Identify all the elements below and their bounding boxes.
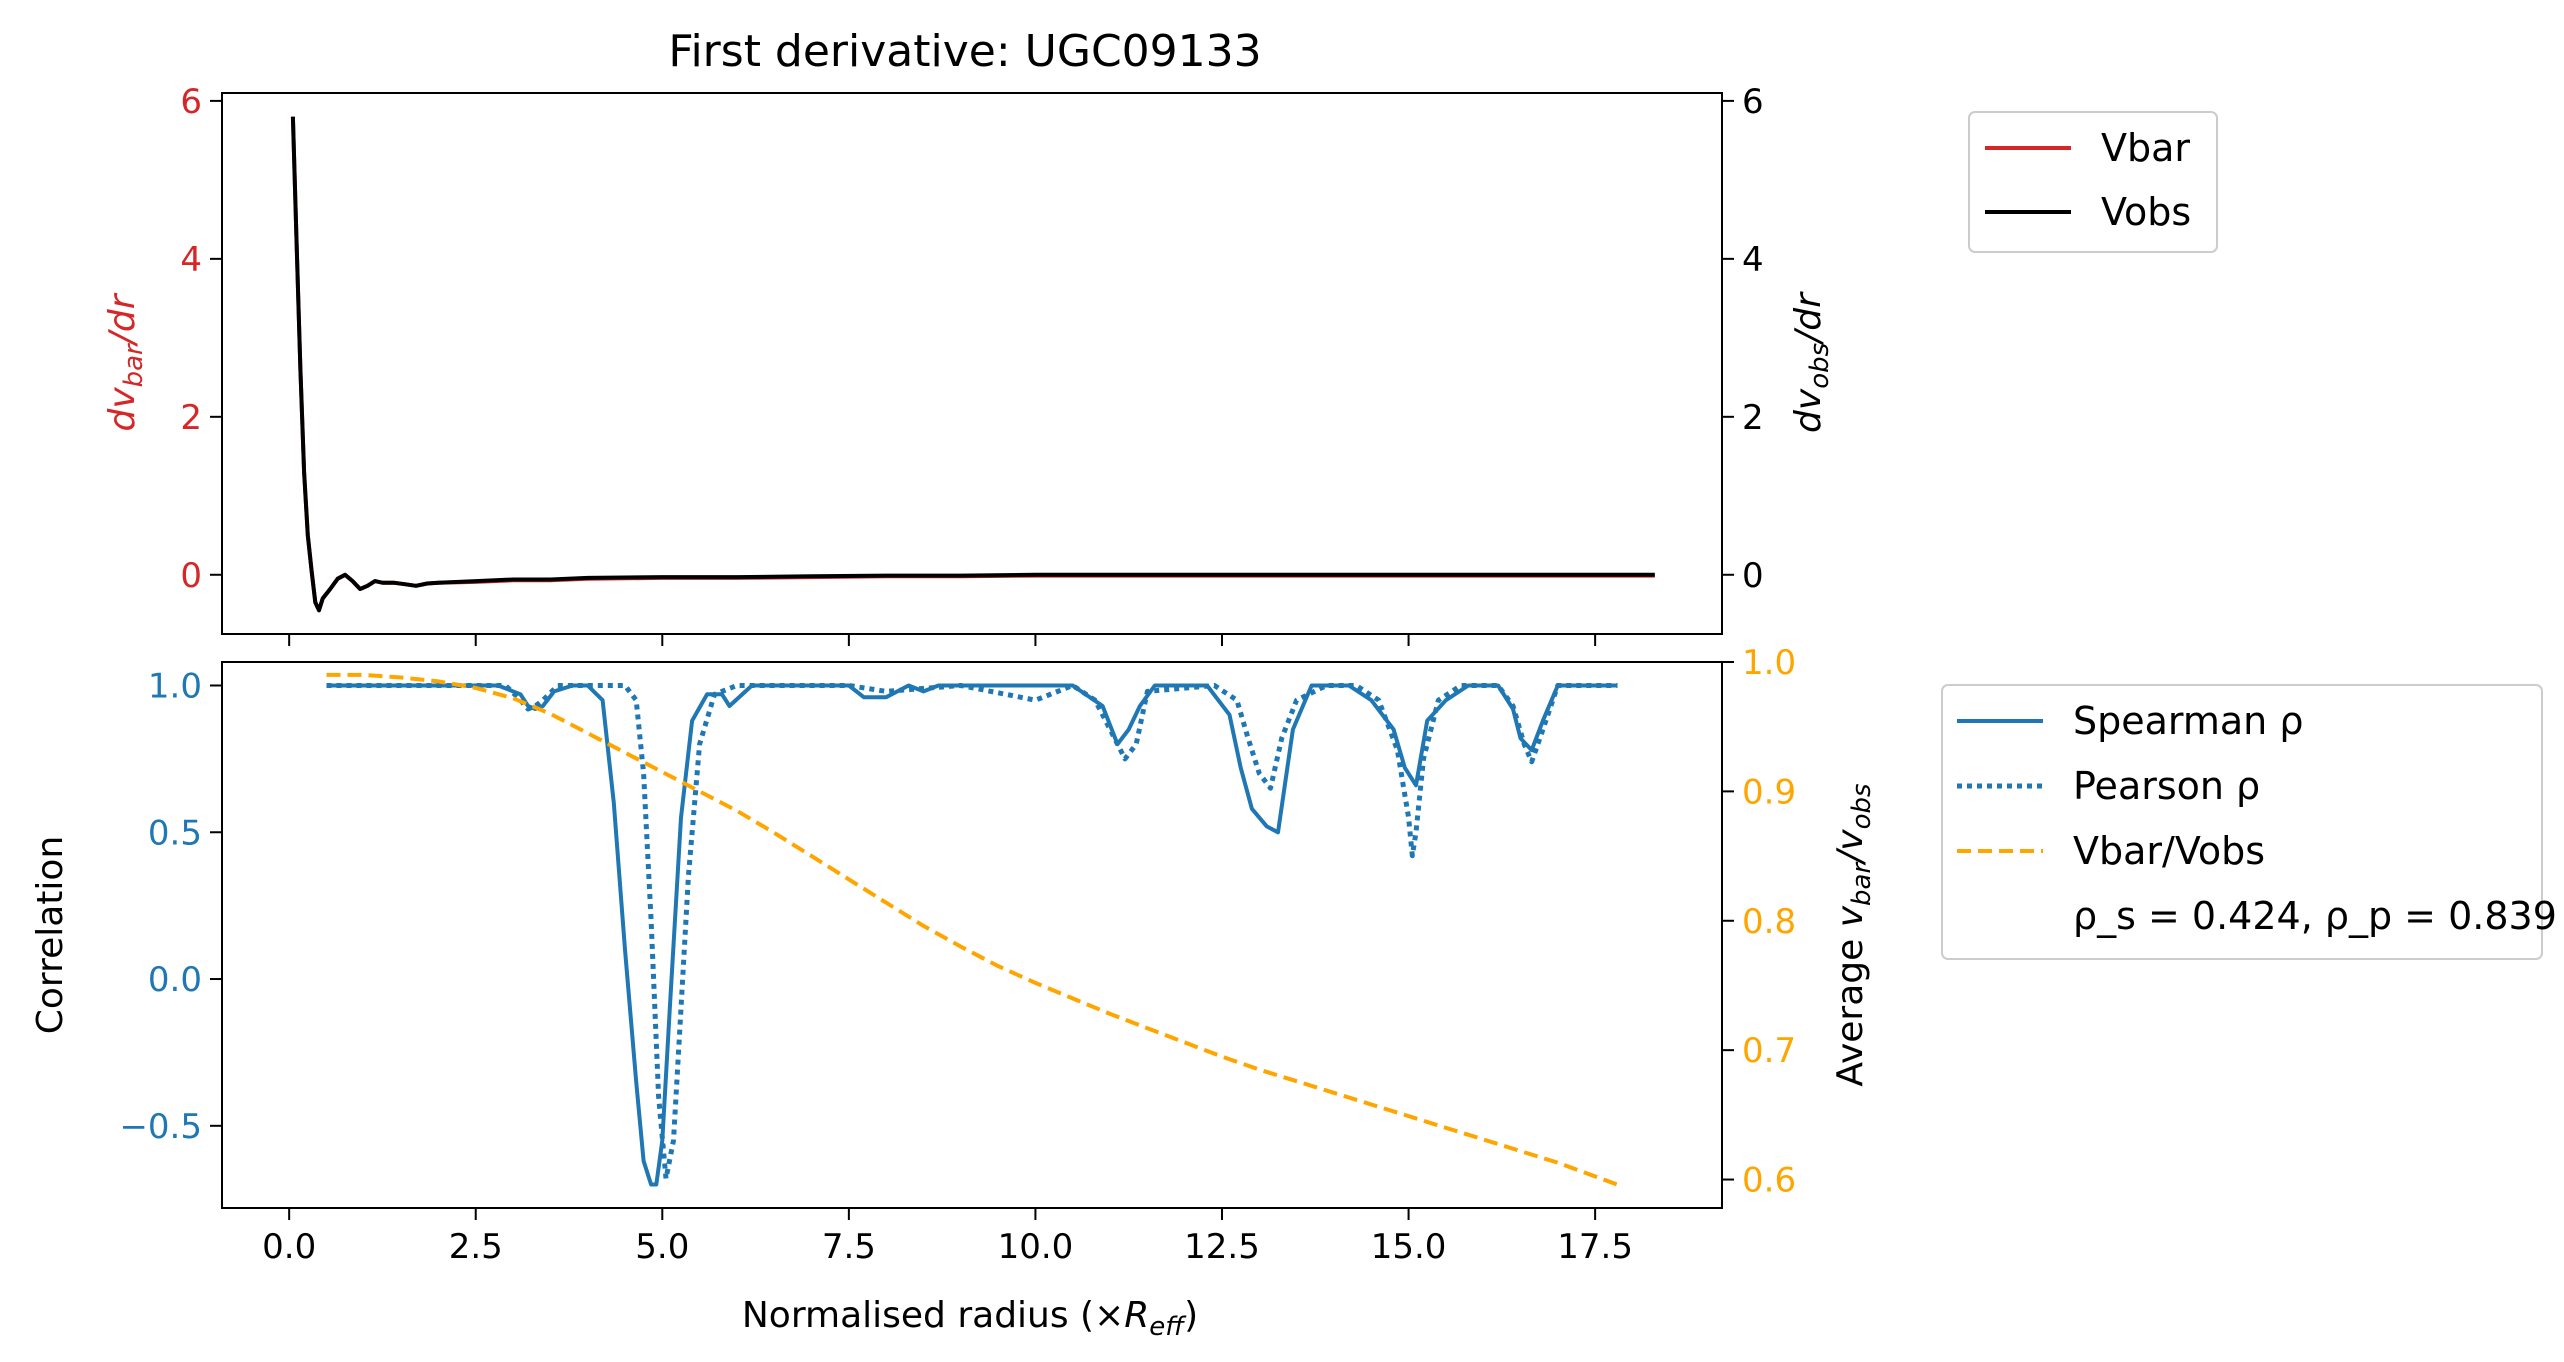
chart-title: First derivative: UGC09133 — [668, 26, 1261, 77]
bottom-legend: Spearman ρ Pearson ρ Vbar/Vobs ρ_s = 0.4… — [1941, 684, 2557, 960]
bottom-x-tick-label-5: 12.5 — [1184, 1227, 1260, 1267]
bottom-x-tick-label-0: 0.0 — [262, 1227, 316, 1267]
bottom-x-tick-label-6: 15.0 — [1371, 1227, 1447, 1267]
series-vbar-line — [290, 116, 1655, 613]
bottom-x-tick-label-7: 17.5 — [1557, 1227, 1633, 1267]
top-left-ylabel: dvbar/dr — [102, 292, 149, 431]
legend-spearman-label: Spearman ρ — [2073, 699, 2303, 743]
top-legend: Vbar Vobs — [1968, 111, 2218, 253]
bottom-plot-frame — [221, 661, 1723, 1209]
series-spearman-line — [326, 683, 1618, 1187]
bottom-right-tick-label-2: 0.8 — [1742, 902, 1796, 942]
bottom-right-tick-label-0: 0.6 — [1742, 1161, 1796, 1201]
top-x-axis — [288, 634, 1597, 646]
series-pearson-line — [326, 683, 1618, 1182]
top-plot-frame — [221, 92, 1723, 635]
bottom-left-tick-label-2: 0.5 — [148, 813, 202, 853]
bottom-xlabel: Normalised radius (×Reff) — [742, 1295, 1198, 1342]
top-left-axis: 0 2 4 6 — [180, 82, 222, 596]
top-left-tick-label-0: 0 — [180, 556, 202, 596]
top-right-ylabel: dvobs/dr — [1788, 291, 1835, 433]
bottom-left-axis: −0.5 0.0 0.5 1.0 — [119, 666, 222, 1147]
bottom-left-tick-label-3: 1.0 — [148, 666, 202, 706]
series-ratio-line — [326, 672, 1619, 1187]
bottom-x-tick-label-2: 5.0 — [635, 1227, 689, 1267]
top-right-tick-label-1: 2 — [1742, 398, 1764, 438]
top-right-tick-label-3: 6 — [1742, 82, 1764, 122]
top-panel: 0 2 4 6 0 2 4 6 dvbar/dr dvobs/dr — [102, 82, 1835, 646]
top-left-tick-label-3: 6 — [180, 82, 202, 122]
bottom-right-ylabel: Average vbar/vobs — [1830, 783, 1877, 1086]
bottom-left-tick-label-1: 0.0 — [148, 960, 202, 1000]
bottom-right-axis: 0.6 0.7 0.8 0.9 1.0 — [1722, 643, 1796, 1201]
bottom-x-tick-label-1: 2.5 — [449, 1227, 503, 1267]
top-right-axis: 0 2 4 6 — [1722, 82, 1764, 596]
legend-pearson-label: Pearson ρ — [2073, 764, 2260, 808]
top-right-tick-label-2: 4 — [1742, 240, 1764, 280]
top-left-tick-label-2: 4 — [180, 240, 202, 280]
series-vobs-line — [290, 116, 1655, 613]
bottom-panel: −0.5 0.0 0.5 1.0 0.6 0.7 0.8 0.9 1.0 0.0 2.5 5.0 7… — [30, 643, 1877, 1342]
bottom-right-tick-label-4: 1.0 — [1742, 643, 1796, 683]
bottom-x-axis: 0.0 2.5 5.0 7.5 10.0 12.5 15.0 17.5 — [262, 1208, 1633, 1267]
legend-correlation-note: ρ_s = 0.424, ρ_p = 0.839 — [2073, 894, 2557, 938]
bottom-x-tick-label-3: 7.5 — [822, 1227, 876, 1267]
top-right-tick-label-0: 0 — [1742, 556, 1764, 596]
bottom-right-tick-label-3: 0.9 — [1742, 772, 1796, 812]
bottom-series-group — [326, 672, 1619, 1187]
legend-vbar-label: Vbar — [2101, 126, 2190, 170]
bottom-legend-box — [1941, 684, 2543, 960]
bottom-x-tick-label-4: 10.0 — [998, 1227, 1074, 1267]
bottom-left-ylabel: Correlation — [30, 836, 71, 1035]
bottom-left-tick-label-0: −0.5 — [119, 1107, 202, 1147]
top-left-tick-label-1: 2 — [180, 398, 202, 438]
legend-vobs-label: Vobs — [2101, 190, 2191, 234]
top-series-group — [290, 116, 1655, 613]
bottom-right-tick-label-1: 0.7 — [1742, 1031, 1796, 1071]
legend-ratio-label: Vbar/Vobs — [2073, 829, 2265, 873]
